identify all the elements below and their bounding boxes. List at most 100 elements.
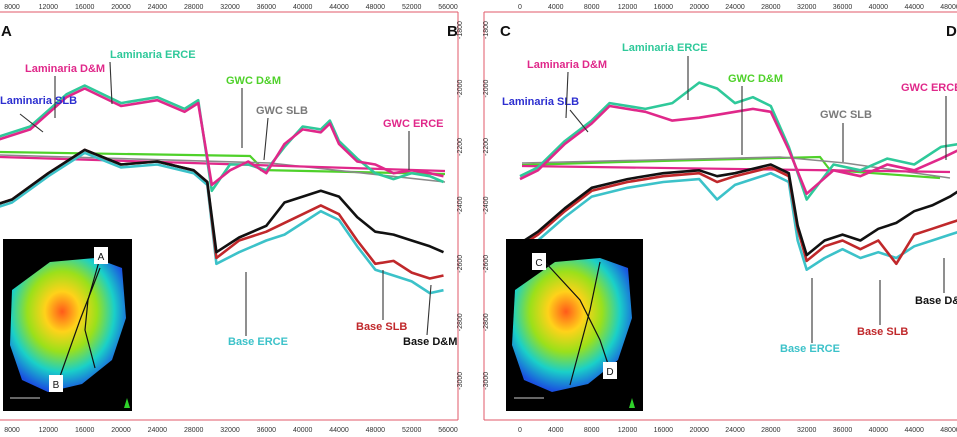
x-tick-bottom: 40000 xyxy=(869,427,889,434)
x-tick-bottom: 4000 xyxy=(548,427,564,434)
inset-label-box-a xyxy=(94,247,108,264)
x-tick-top: 48000 xyxy=(940,4,957,11)
x-tick-bottom: 16000 xyxy=(654,427,674,434)
x-tick-top: 40000 xyxy=(293,4,313,11)
panel-ab-series-group xyxy=(0,84,445,295)
x-tick-top: 16000 xyxy=(75,4,95,11)
x-tick-bottom: 52000 xyxy=(402,427,422,434)
x-tick-bottom: 8000 xyxy=(584,427,600,434)
pointer-base-dm xyxy=(426,284,432,336)
series-line-laminaria-erce xyxy=(0,84,445,193)
y-tick: -2800 xyxy=(457,313,464,331)
panel-cd: 0 4000 8000 12000 16000 20000 24000 28000 32000 3… xyxy=(483,0,957,437)
x-tick-top: 28000 xyxy=(184,4,204,11)
inset-map-heatmap xyxy=(512,258,632,392)
pointer-laminaria-slb xyxy=(569,109,589,133)
panel-ab-base-slb-label: Base SLB xyxy=(356,321,407,333)
x-tick-top: 8000 xyxy=(584,4,600,11)
panel-ab-x-ticks-top: 8000 12000 16000 20000 24000 28000 32000 36000 4… xyxy=(4,4,458,11)
panel-cd-gwc-erce-label: GWC ERCE xyxy=(901,82,957,94)
x-tick-bottom: 32000 xyxy=(220,427,240,434)
x-tick-top: 36000 xyxy=(833,4,853,11)
y-tick: -2400 xyxy=(457,196,464,214)
panel-cd-left-end-label: C xyxy=(500,23,511,40)
panel-ab-laminaria-slb-label: Laminaria SLB xyxy=(0,95,77,107)
panel-cd-series-group xyxy=(519,81,957,272)
x-tick-bottom: 20000 xyxy=(689,427,709,434)
x-tick-top: 36000 xyxy=(257,4,277,11)
panel-cd-y-ticks: -1800 -2000 -2200 -2400 -2600 -2800 -3000 xyxy=(483,21,490,390)
series-line-laminaria-dm xyxy=(519,104,957,195)
x-tick-bottom: 16000 xyxy=(75,427,95,434)
x-tick-top: 28000 xyxy=(761,4,781,11)
panel-cd-laminaria-erce-label: Laminaria ERCE xyxy=(622,42,708,54)
y-tick: -1800 xyxy=(483,21,490,39)
inset-section-line-c xyxy=(544,261,611,371)
panel-cd-laminaria-dm-label: Laminaria D&M xyxy=(527,59,607,71)
x-tick-top: 56000 xyxy=(438,4,458,11)
x-tick-top: 20000 xyxy=(689,4,709,11)
panel-ab-base-erce-label: Base ERCE xyxy=(228,336,288,348)
panel-cd-gwc-slb-label: GWC SLB xyxy=(820,109,872,121)
x-tick-bottom: 24000 xyxy=(725,427,745,434)
x-tick-top: 24000 xyxy=(148,4,168,11)
pointer-laminaria-dm xyxy=(565,71,569,119)
x-tick-top: 12000 xyxy=(39,4,59,11)
y-tick: -2200 xyxy=(483,138,490,156)
x-tick-bottom: 8000 xyxy=(4,427,20,434)
y-tick: -1800 xyxy=(457,21,464,39)
x-tick-top: 4000 xyxy=(548,4,564,11)
inset-section-line-b xyxy=(57,267,101,383)
x-tick-top: 44000 xyxy=(329,4,349,11)
x-tick-bottom: 48000 xyxy=(366,427,386,434)
y-tick: -2000 xyxy=(457,79,464,97)
x-tick-top: 12000 xyxy=(618,4,638,11)
inset-label-box-c xyxy=(532,253,546,270)
x-tick-top: 52000 xyxy=(402,4,422,11)
panel-cd-laminaria-slb-label: Laminaria SLB xyxy=(502,96,579,108)
panel-ab-inset-map: A B xyxy=(3,239,132,411)
x-tick-bottom: 36000 xyxy=(833,427,853,434)
panel-ab-x-ticks-bottom: 8000 12000 16000 20000 24000 28000 32000 36000 4… xyxy=(4,427,458,434)
panel-cd-gwc-dm-label: GWC D&M xyxy=(728,73,783,85)
pointer-gwc-slb xyxy=(263,117,269,161)
y-tick: -2200 xyxy=(457,138,464,156)
y-tick: -3000 xyxy=(483,372,490,390)
y-tick: -2400 xyxy=(483,196,490,214)
inset-section-line-d xyxy=(569,261,601,386)
panel-ab-gwc-dm-label: GWC D&M xyxy=(226,75,281,87)
inset-label-c: C xyxy=(535,258,542,269)
x-tick-top: 44000 xyxy=(904,4,924,11)
x-tick-top: 20000 xyxy=(111,4,131,11)
panel-ab-right-end-label: B xyxy=(447,23,458,40)
panel-cd-x-ticks-top: 0 4000 8000 12000 16000 20000 24000 28000 32000 3… xyxy=(518,4,957,11)
x-tick-top: 0 xyxy=(518,4,522,11)
pointer-laminaria-erce xyxy=(109,61,113,105)
north-arrow-icon xyxy=(124,398,130,408)
inset-label-a: A xyxy=(98,252,105,263)
x-tick-bottom: 12000 xyxy=(618,427,638,434)
x-tick-bottom: 0 xyxy=(518,427,522,434)
panel-ab-left-end-label: A xyxy=(1,23,12,40)
inset-section-line-a xyxy=(84,257,101,369)
x-tick-bottom: 40000 xyxy=(293,427,313,434)
panel-ab-gwc-slb-label: GWC SLB xyxy=(256,105,308,117)
panel-ab-laminaria-dm-label: Laminaria D&M xyxy=(25,63,105,75)
x-tick-bottom: 12000 xyxy=(39,427,59,434)
inset-map-heatmap xyxy=(10,258,126,392)
x-tick-top: 32000 xyxy=(797,4,817,11)
series-line-laminaria-dm xyxy=(0,87,444,187)
panel-cd-base-dm-label: Base D&M xyxy=(915,295,957,307)
x-tick-bottom: 32000 xyxy=(797,427,817,434)
panel-ab-gwc-erce-label: GWC ERCE xyxy=(383,118,444,130)
panel-cd-label-pointers xyxy=(565,56,947,343)
panel-ab-laminaria-erce-label: Laminaria ERCE xyxy=(110,49,196,61)
panel-cd-right-end-label: D xyxy=(946,23,957,40)
y-tick: -2800 xyxy=(483,313,490,331)
x-tick-bottom: 36000 xyxy=(257,427,277,434)
series-line-base-erce xyxy=(519,171,957,272)
y-tick: -2600 xyxy=(483,255,490,273)
panel-ab: 8000 12000 16000 20000 24000 28000 32000 36000 4… xyxy=(0,0,464,437)
series-line-base-dm xyxy=(0,148,445,254)
